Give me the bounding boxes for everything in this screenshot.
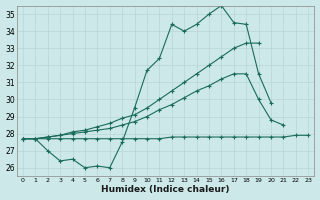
X-axis label: Humidex (Indice chaleur): Humidex (Indice chaleur) [101, 185, 230, 194]
